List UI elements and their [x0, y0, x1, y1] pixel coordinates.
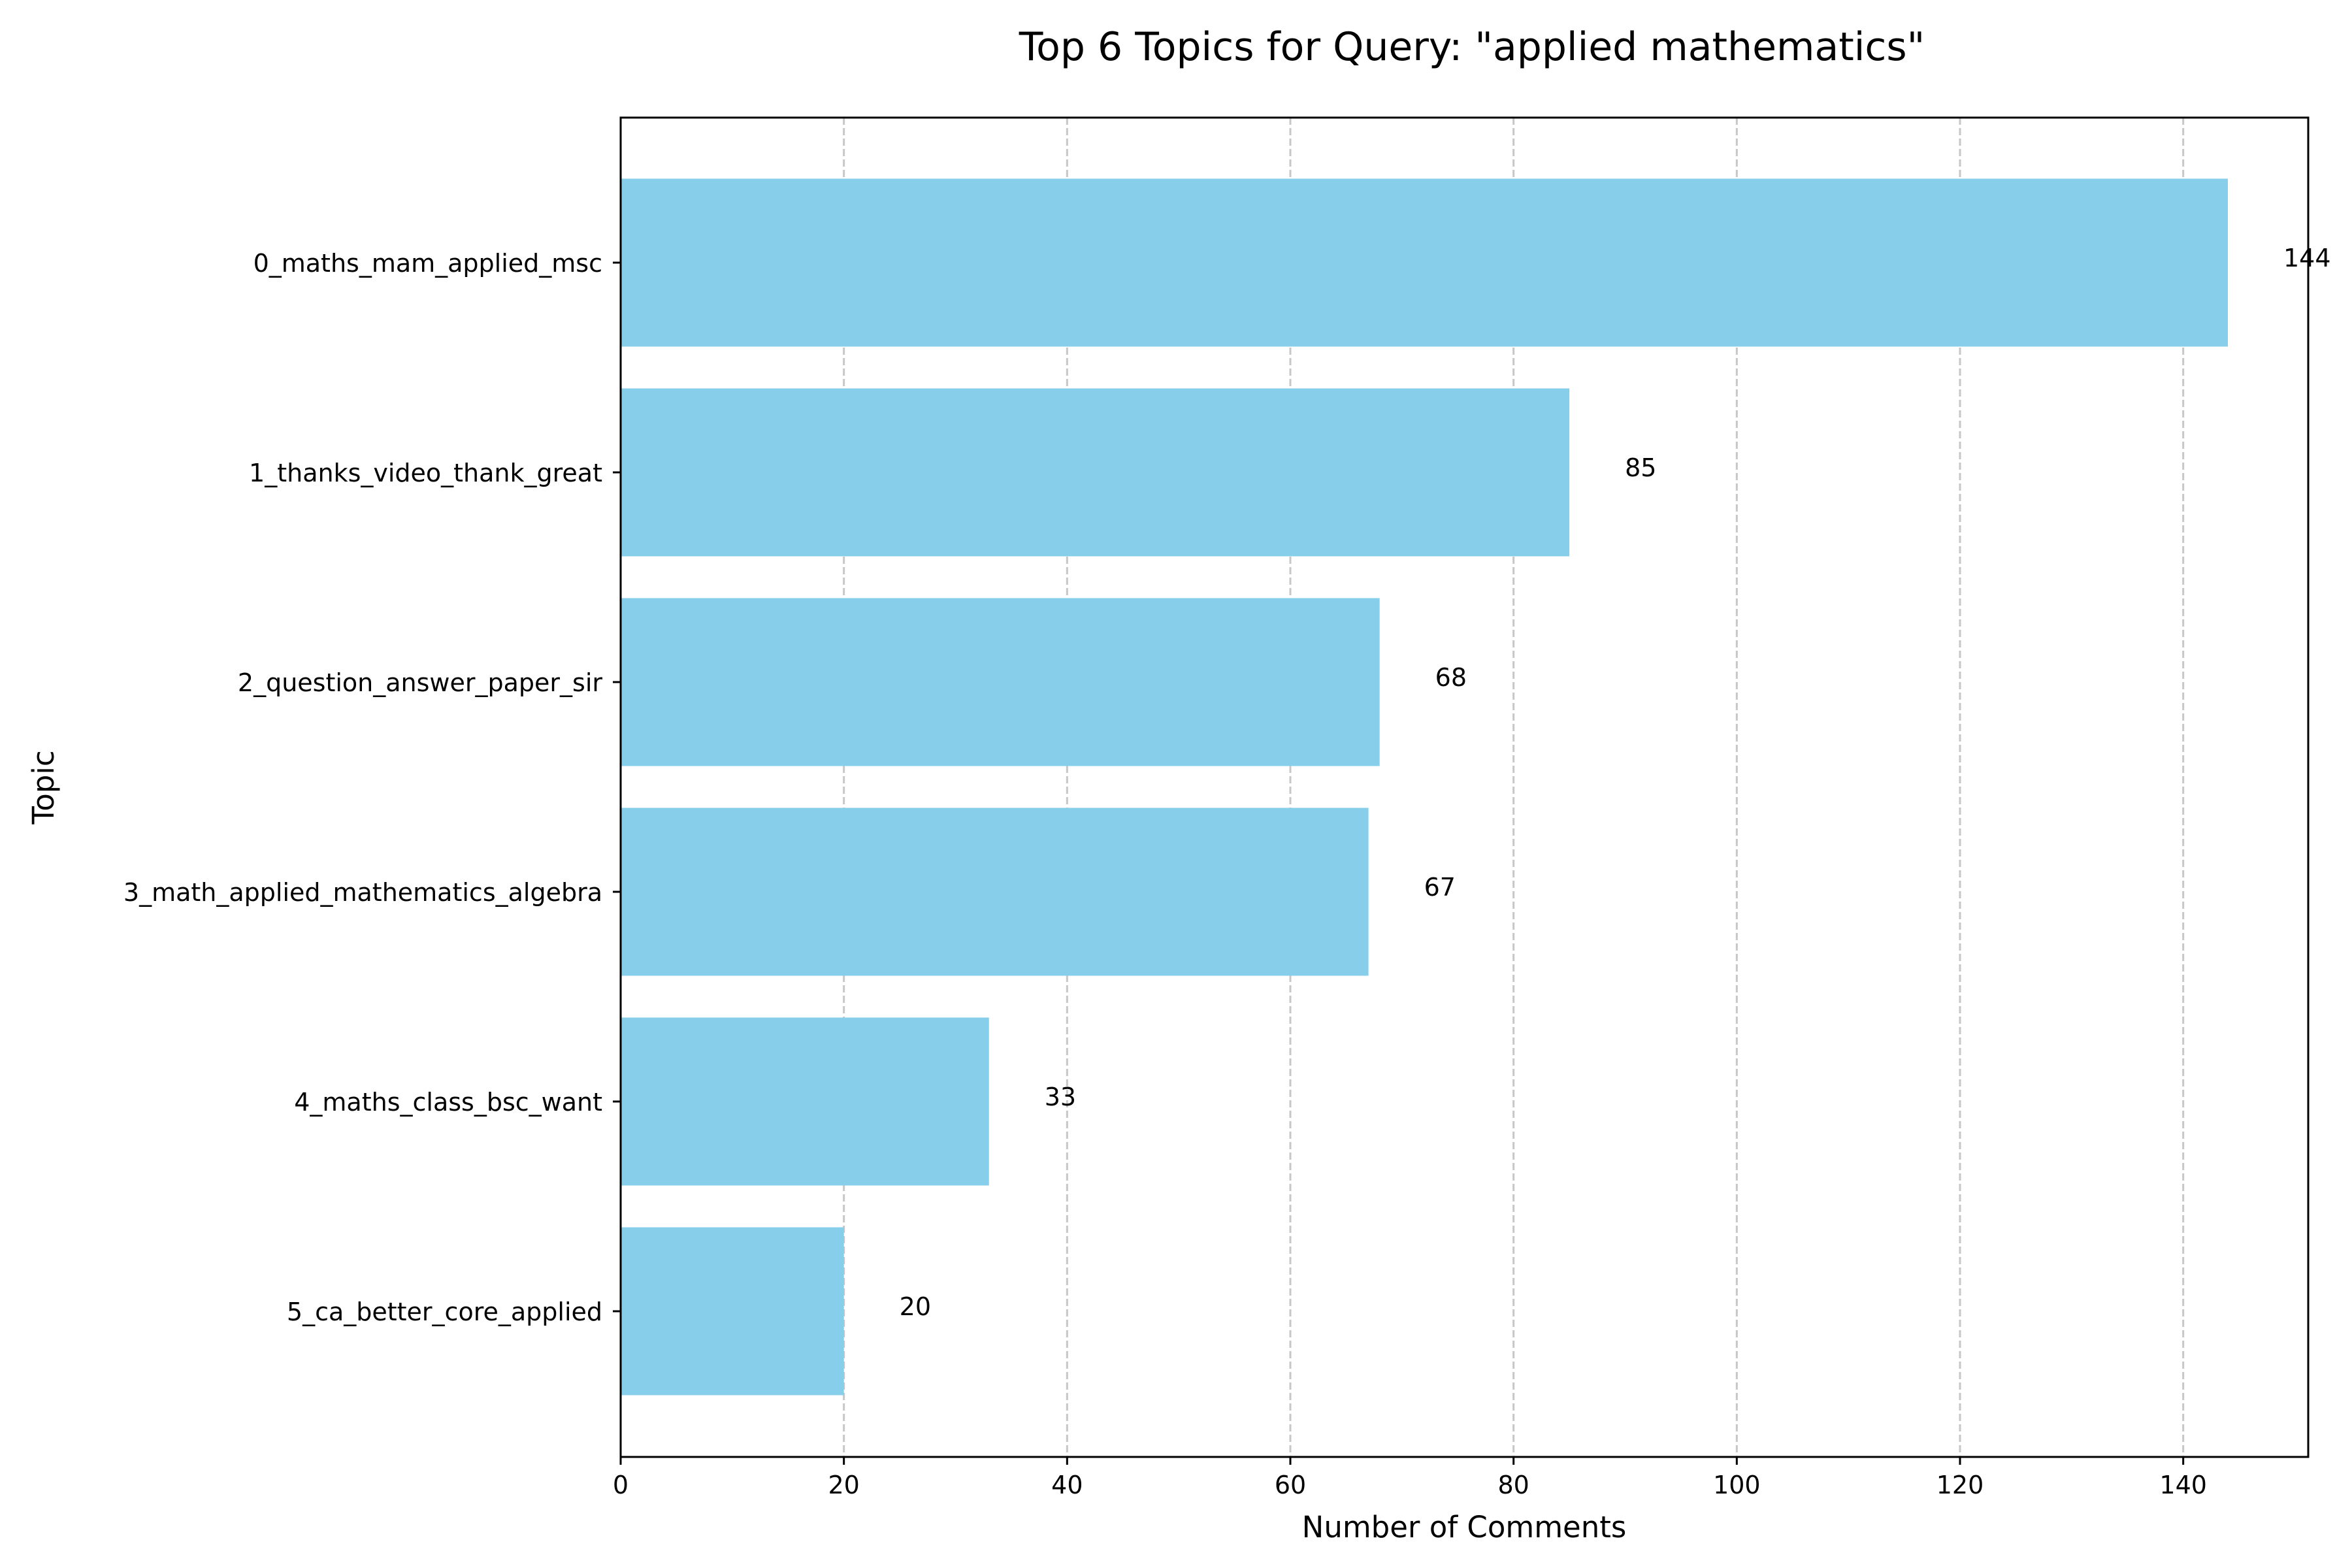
bar: [621, 388, 1570, 557]
chart-title: Top 6 Topics for Query: "applied mathema…: [1019, 24, 1925, 70]
y-tick-label: 4_maths_class_bsc_want: [294, 1088, 602, 1117]
bar-value-label: 67: [1424, 873, 1456, 902]
x-tick-label: 40: [1051, 1471, 1083, 1499]
bar: [621, 1017, 989, 1186]
x-tick-label: 60: [1275, 1471, 1306, 1499]
x-tick-label: 120: [1936, 1471, 1984, 1499]
bar: [621, 598, 1380, 766]
y-axis-label: Topic: [26, 750, 61, 825]
bar-value-label: 33: [1045, 1083, 1076, 1111]
bar-value-label: 85: [1625, 453, 1656, 482]
y-axis-ticks: 0_maths_mam_applied_msc 1_thanks_video_th…: [123, 249, 621, 1326]
bar: [621, 178, 2228, 347]
bar: [621, 808, 1369, 976]
x-tick-label: 20: [828, 1471, 859, 1499]
y-tick-label: 2_question_answer_paper_sir: [238, 668, 602, 697]
y-tick-label: 1_thanks_video_thank_great: [249, 459, 602, 487]
x-tick-label: 80: [1497, 1471, 1529, 1499]
x-axis-ticks: 0 20 40 60 80 100 120 140: [613, 1457, 2207, 1499]
data-labels: 144 85 68 67 33 20: [900, 244, 2331, 1321]
bar-value-label: 68: [1435, 663, 1467, 692]
bar-value-label: 20: [900, 1292, 931, 1321]
bar-value-label: 144: [2283, 244, 2331, 272]
bar: [621, 1227, 844, 1396]
x-axis-label: Number of Comments: [1302, 1510, 1627, 1544]
plot-frame: [619, 116, 2310, 1458]
y-tick-label: 5_ca_better_core_applied: [287, 1298, 602, 1326]
y-tick-label: 0_maths_mam_applied_msc: [253, 249, 602, 278]
y-tick-label: 3_math_applied_mathematics_algebra: [123, 878, 602, 907]
bars: [621, 178, 2228, 1396]
x-tick-label: 100: [1713, 1471, 1761, 1499]
x-tick-label: 140: [2159, 1471, 2207, 1499]
x-tick-label: 0: [613, 1471, 629, 1499]
